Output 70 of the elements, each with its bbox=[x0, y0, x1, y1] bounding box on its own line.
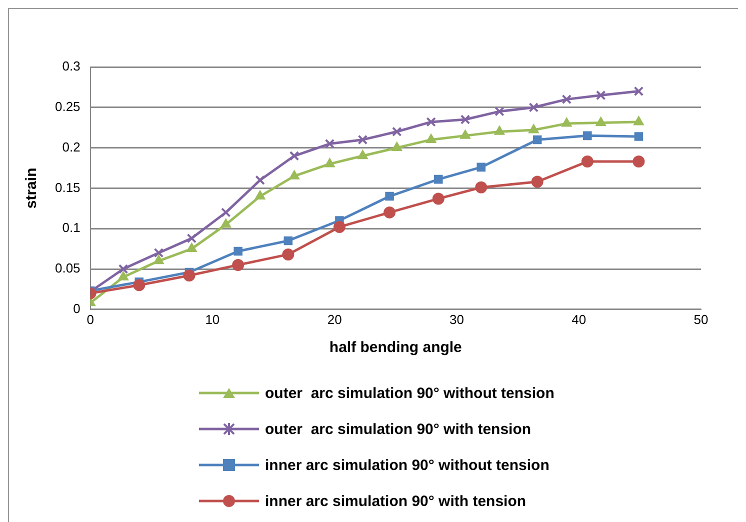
point bbox=[494, 106, 504, 116]
point bbox=[154, 248, 164, 258]
point bbox=[432, 192, 444, 205]
point bbox=[460, 130, 471, 139]
y-tick-label: 0.05 bbox=[54, 260, 80, 276]
x-tick-label: 10 bbox=[205, 312, 220, 327]
point bbox=[324, 158, 335, 168]
point bbox=[282, 248, 294, 260]
point bbox=[118, 264, 128, 274]
x-tick-label: 0 bbox=[86, 312, 94, 327]
point bbox=[581, 156, 594, 168]
x-tick-label: 50 bbox=[694, 312, 708, 327]
point bbox=[385, 192, 394, 201]
point bbox=[460, 114, 470, 124]
point bbox=[384, 206, 396, 218]
point bbox=[392, 142, 402, 152]
point bbox=[434, 174, 443, 184]
y-axis-title: strain bbox=[23, 168, 40, 209]
y-tick-label: 0.1 bbox=[62, 220, 80, 236]
point bbox=[118, 271, 129, 280]
point bbox=[255, 175, 265, 186]
point bbox=[475, 181, 488, 194]
point bbox=[254, 190, 266, 200]
x-axis-title: half bending angle bbox=[329, 339, 462, 356]
point bbox=[583, 131, 592, 140]
point bbox=[333, 220, 346, 233]
y-tick-label: 0.2 bbox=[62, 139, 80, 154]
point bbox=[632, 156, 645, 168]
x-tick-label: 30 bbox=[449, 312, 464, 327]
point bbox=[324, 138, 335, 149]
point bbox=[476, 162, 486, 172]
x-tick-label: 20 bbox=[327, 312, 342, 327]
point bbox=[284, 236, 293, 246]
point bbox=[232, 258, 244, 271]
point bbox=[186, 233, 197, 244]
point bbox=[392, 126, 402, 137]
y-tick-label: 0.25 bbox=[54, 98, 80, 114]
point bbox=[634, 132, 644, 141]
point bbox=[634, 86, 644, 96]
point bbox=[562, 94, 572, 104]
x-tick-label: 40 bbox=[572, 312, 586, 327]
point bbox=[426, 117, 436, 127]
point bbox=[186, 242, 197, 252]
point bbox=[494, 126, 505, 135]
legend-label: inner arc simulation 90° without tension bbox=[265, 456, 550, 474]
point bbox=[528, 124, 539, 134]
point bbox=[220, 218, 232, 228]
point bbox=[531, 176, 544, 188]
legend-label: inner arc simulation 90° with tension bbox=[265, 492, 526, 510]
point bbox=[234, 246, 242, 256]
point bbox=[528, 102, 539, 112]
legend-label: outer arc simulation 90° with tension bbox=[265, 420, 532, 438]
y-tick-label: 0.15 bbox=[54, 180, 80, 195]
point bbox=[289, 150, 300, 161]
point bbox=[183, 269, 196, 282]
y-tick-label: 0 bbox=[73, 300, 80, 316]
point bbox=[357, 150, 368, 160]
legend-label: outer arc simulation 90° without tension bbox=[265, 384, 554, 402]
point bbox=[289, 170, 300, 180]
point bbox=[133, 279, 146, 292]
point bbox=[596, 116, 606, 126]
point bbox=[532, 135, 542, 144]
point bbox=[220, 208, 231, 218]
y-tick-label: 0.3 bbox=[62, 58, 80, 74]
point bbox=[426, 134, 436, 143]
point bbox=[561, 118, 572, 127]
point bbox=[153, 254, 164, 264]
point bbox=[596, 90, 606, 100]
point bbox=[358, 134, 368, 145]
point bbox=[633, 116, 644, 126]
